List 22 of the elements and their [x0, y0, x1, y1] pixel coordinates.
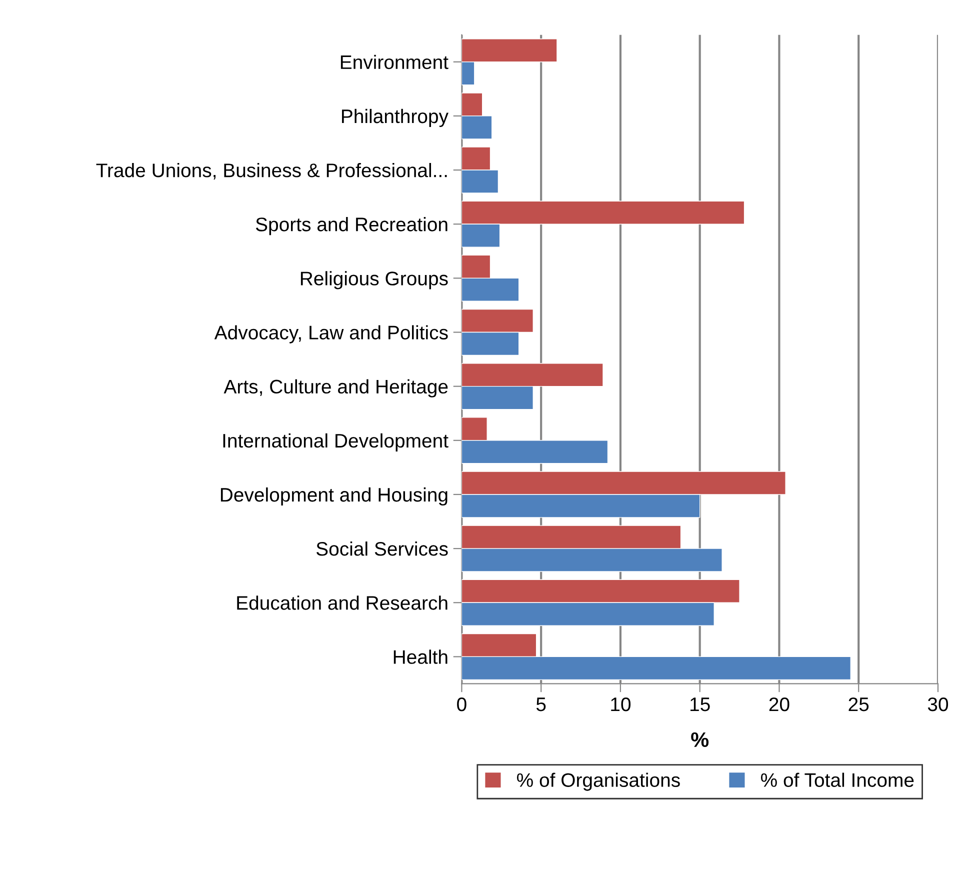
- legend-label: % of Organisations: [516, 772, 680, 791]
- y-tick-label: Religious Groups: [300, 271, 448, 290]
- x-tick-label: 10: [611, 697, 631, 712]
- y-tick-label: Development and Housing: [220, 487, 448, 506]
- x-axis-title: %: [691, 732, 709, 747]
- x-tick-label: 0: [457, 697, 466, 712]
- y-tick-label: Social Services: [316, 542, 448, 556]
- y-tick-label: Education and Research: [237, 596, 448, 610]
- y-tick-label: Advocacy, Law and Politics: [214, 325, 448, 344]
- y-tick-label: Arts, Culture and Heritage: [224, 379, 448, 398]
- y-tick-label: International Development: [223, 433, 448, 452]
- y-tick-label: Philanthropy: [342, 108, 448, 128]
- y-tick-label: Trade Unions, Business & Professional...: [96, 162, 447, 180]
- x-tick-label: 30: [928, 697, 948, 712]
- x-tick-label: 15: [690, 698, 710, 712]
- x-tick-label: 20: [769, 697, 790, 712]
- x-tick-label: 5: [536, 698, 546, 712]
- y-tick-label: Health: [394, 650, 448, 664]
- x-tick-label: 25: [848, 697, 869, 712]
- y-tick-label: Sports and Recreation: [256, 217, 448, 236]
- y-tick-label: Environment: [340, 54, 448, 70]
- legend-label: % of Total Income: [760, 772, 914, 787]
